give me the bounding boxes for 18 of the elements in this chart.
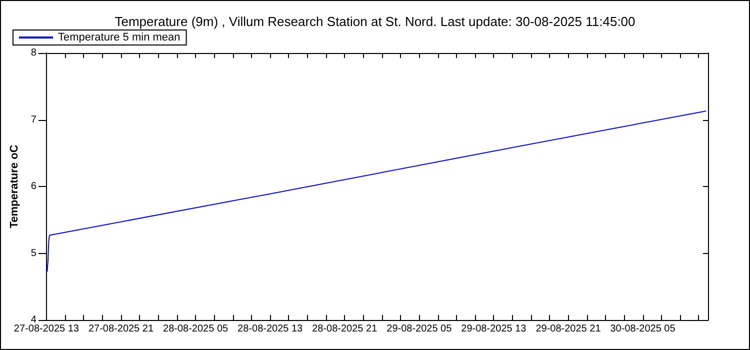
x-tick-label: 30-08-2025 05	[610, 324, 676, 334]
x-tick-label: 28-08-2025 05	[163, 324, 228, 334]
x-tick-label: 28-08-2025 13	[238, 324, 304, 334]
x-tick-label: 27-08-2025 13	[14, 324, 80, 334]
x-tick-label: 29-08-2025 21	[536, 324, 602, 334]
chart-title: Temperature (9m) , Villum Research Station at St. Nord. Last update: 30-08-2025 11:45:00	[114, 14, 636, 29]
y-tick-label: 7	[30, 114, 37, 126]
y-tick-label: 6	[30, 181, 37, 192]
line-series	[46, 110, 706, 272]
y-axis-title: Temperature oC	[8, 144, 20, 228]
x-tick-label: 27-08-2025 21	[88, 324, 154, 334]
x-tick-label: 29-08-2025 05	[386, 324, 452, 334]
x-tick-label: 28-08-2025 21	[312, 324, 378, 334]
y-tick-label: 5	[30, 248, 37, 259]
legend-label: Temperature 5 min mean	[58, 32, 180, 44]
y-tick-label: 8	[30, 48, 37, 58]
x-tick-label: 29-08-2025 13	[461, 324, 527, 334]
y-tick-label: 4	[30, 314, 37, 326]
